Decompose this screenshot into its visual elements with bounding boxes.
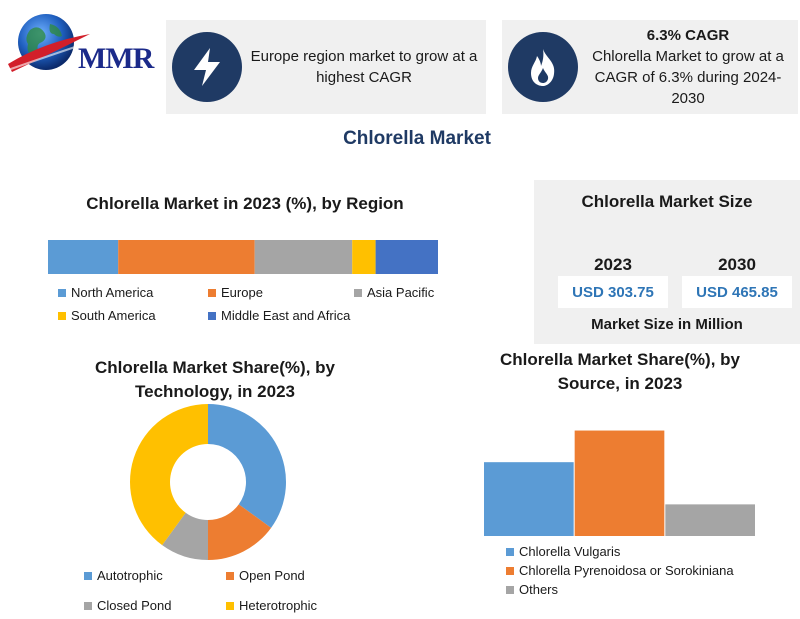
- donut-slice-heterotrophic: [130, 404, 208, 546]
- legend-label: Heterotrophic: [239, 598, 318, 613]
- donut-slice-closed-pond: [162, 512, 208, 560]
- legend-item-open-pond: Open Pond: [226, 568, 305, 583]
- legend-item-asia-pacific: Asia Pacific: [354, 285, 434, 300]
- source-title-line-2: Source, in 2023: [557, 374, 683, 393]
- market-size-panel: Chlorella Market Size 2023 2030 USD 303.…: [534, 180, 800, 344]
- legend-item-south-america: South America: [58, 308, 156, 323]
- technology-legend: Autotrophic Open Pond Closed Pond Heterotro…: [84, 568, 384, 614]
- market-size-title: Chlorella Market Size: [581, 192, 753, 211]
- legend-swatch: [208, 311, 216, 320]
- source-chart-title: Chlorella Market Share(%), by Source, in…: [470, 348, 770, 396]
- legend-swatch: [354, 288, 362, 297]
- legend-swatch: [208, 288, 216, 297]
- source-bar-chlorella-vulgaris: [484, 462, 574, 536]
- region-segment-asia-pacific: [254, 240, 353, 274]
- market-size-value-2023: USD 303.75: [558, 276, 668, 308]
- logo-text: MMR: [78, 42, 154, 75]
- legend-item-autotrophic: Autotrophic: [84, 568, 163, 583]
- legend-swatch: [506, 585, 514, 594]
- legend-swatch: [226, 601, 234, 610]
- donut-slice-autotrophic: [208, 404, 286, 528]
- flame-icon: [508, 32, 578, 102]
- technology-chart-title: Chlorella Market Share(%), by Technology…: [70, 356, 360, 404]
- source-title-line-1: Chlorella Market Share(%), by: [500, 350, 740, 369]
- legend-label: Chlorella Pyrenoidosa or Sorokiniana: [519, 563, 734, 578]
- info-card-description: Chlorella Market to grow at a CAGR of 6.…: [592, 48, 784, 107]
- market-size-value-2030: USD 465.85: [682, 276, 792, 308]
- legend-label: North America: [71, 285, 154, 300]
- legend-item-north-america: North America: [58, 285, 153, 300]
- lightning-icon: [172, 32, 242, 102]
- legend-swatch: [58, 288, 66, 297]
- source-bar-chart: [484, 430, 755, 536]
- source-legend: Chlorella Vulgaris Chlorella Pyrenoidosa …: [506, 544, 796, 600]
- source-bar-chlorella-pyrenoidosa-or-sorokiniana: [574, 430, 665, 536]
- legend-label: South America: [71, 308, 156, 323]
- legend-swatch: [506, 566, 514, 575]
- legend-item-closed-pond: Closed Pond: [84, 598, 171, 613]
- legend-label: Open Pond: [239, 568, 305, 583]
- legend-swatch: [506, 547, 514, 556]
- technology-donut-chart: [130, 404, 286, 560]
- mmr-logo: MMR: [4, 12, 154, 78]
- region-chart-title: Chlorella Market in 2023 (%), by Region: [86, 194, 404, 213]
- cagr-heading: 6.3% CAGR: [646, 27, 730, 44]
- legend-swatch: [58, 311, 66, 320]
- info-card-text: 6.3% CAGR Chlorella Market to grow at a …: [578, 25, 798, 109]
- info-card-text: Europe region market to grow at a highes…: [242, 46, 486, 88]
- region-legend: North America Europe Asia Pacific South Ame…: [58, 285, 458, 325]
- legend-swatch: [226, 571, 234, 580]
- legend-item-others: Others: [506, 582, 558, 597]
- legend-item-chlorella-vulgaris: Chlorella Vulgaris: [506, 544, 620, 559]
- market-size-footer: Market Size in Million: [591, 316, 743, 333]
- legend-item-chlorella-pyrenoidosa-or-sorokiniana: Chlorella Pyrenoidosa or Sorokiniana: [506, 563, 734, 578]
- donut-slice-open-pond: [208, 504, 272, 560]
- region-segment-south-america: [352, 240, 376, 274]
- legend-label: Europe: [221, 285, 263, 300]
- technology-title-line-2: Technology, in 2023: [135, 382, 295, 401]
- legend-label: Autotrophic: [97, 568, 163, 583]
- page-title: Chlorella Market: [343, 128, 491, 149]
- legend-label: Others: [519, 582, 559, 597]
- legend-label: Closed Pond: [97, 598, 172, 613]
- info-card-cagr: 6.3% CAGR Chlorella Market to grow at a …: [502, 20, 798, 114]
- legend-label: Middle East and Africa: [221, 308, 351, 323]
- legend-swatch: [84, 571, 92, 580]
- legend-item-heterotrophic: Heterotrophic: [226, 598, 317, 613]
- legend-item-middle-east-and-africa: Middle East and Africa: [208, 308, 350, 323]
- technology-title-line-1: Chlorella Market Share(%), by: [95, 358, 335, 377]
- legend-swatch: [84, 601, 92, 610]
- region-segment-europe: [118, 240, 255, 274]
- region-segment-middle-east-and-africa: [375, 240, 438, 274]
- region-stacked-bar: [48, 240, 438, 274]
- legend-label: Chlorella Vulgaris: [519, 544, 621, 559]
- info-card-description: Europe region market to grow at a highes…: [250, 48, 478, 86]
- year-2030-label: 2030: [718, 255, 756, 274]
- info-card-europe: Europe region market to grow at a highes…: [166, 20, 486, 114]
- globe-icon: [7, 14, 97, 72]
- year-2023-label: 2023: [594, 255, 632, 274]
- legend-label: Asia Pacific: [367, 285, 435, 300]
- region-segment-north-america: [48, 240, 119, 274]
- source-bar-others: [665, 504, 755, 536]
- legend-item-europe: Europe: [208, 285, 263, 300]
